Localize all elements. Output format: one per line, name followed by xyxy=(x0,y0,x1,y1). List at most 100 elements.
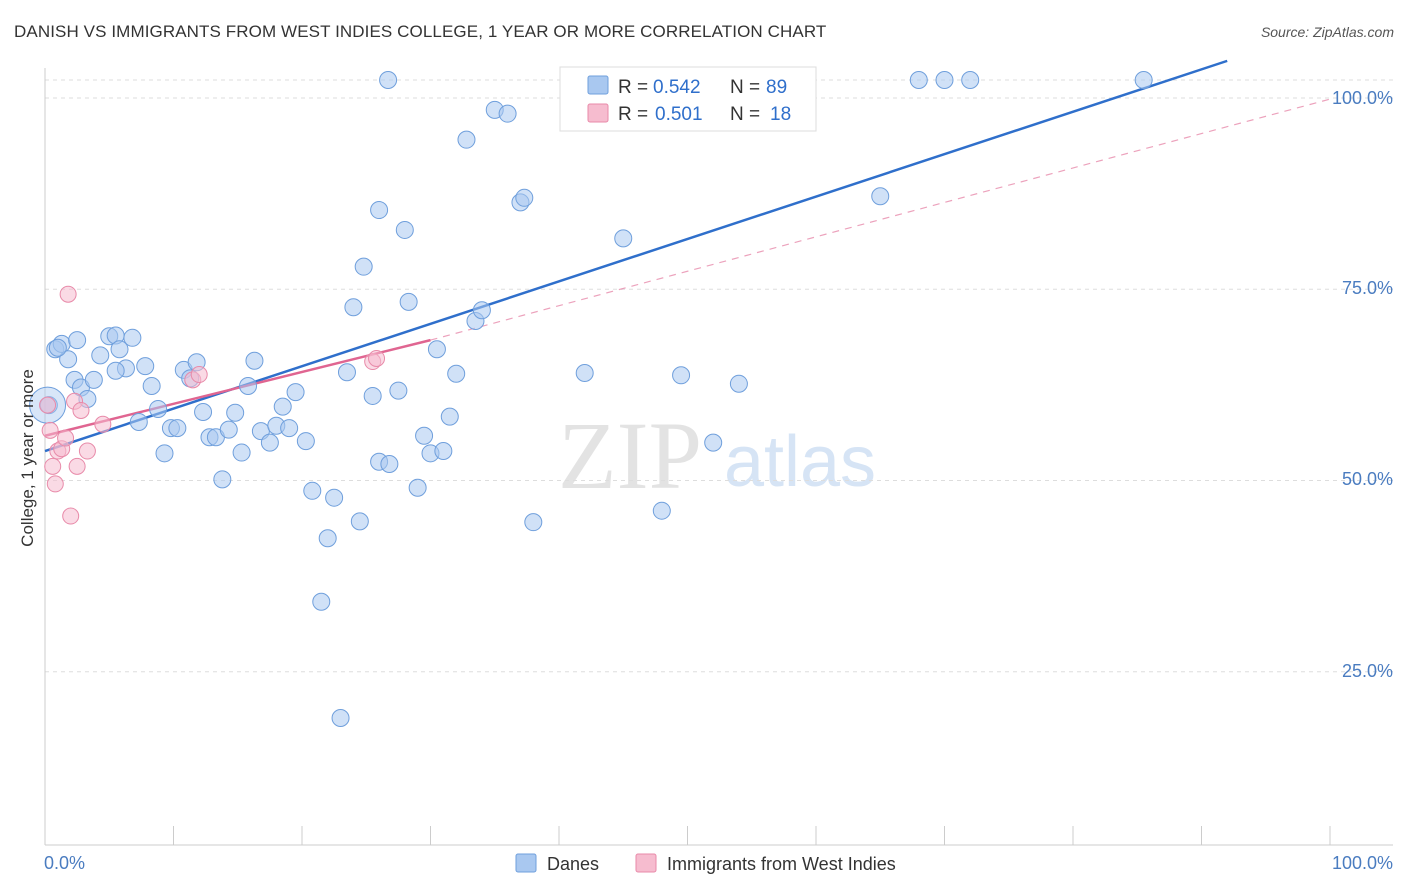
data-points xyxy=(29,71,1153,728)
point-danes-24 xyxy=(194,403,213,422)
point-danes-78 xyxy=(704,433,723,452)
point-danes-36 xyxy=(273,397,292,416)
point-danes-3 xyxy=(59,350,78,369)
point-danes-16 xyxy=(142,377,161,395)
point-danes-68 xyxy=(498,104,517,123)
point-west-indies-6 xyxy=(57,429,75,447)
point-danes-42 xyxy=(318,529,337,548)
point-danes-46 xyxy=(344,298,363,317)
axes xyxy=(44,68,1393,846)
legend-n-label-west-indies: N = xyxy=(730,104,760,125)
point-west-indies-8 xyxy=(62,507,80,525)
point-danes-77 xyxy=(672,366,691,385)
point-danes-47 xyxy=(350,512,369,531)
point-danes-86 xyxy=(48,338,67,357)
point-danes-52 xyxy=(380,455,399,474)
point-danes-63 xyxy=(447,364,466,383)
legend-n-value-west-indies: 18 xyxy=(770,104,791,125)
point-west-indies-13 xyxy=(94,415,112,433)
point-danes-39 xyxy=(296,432,315,451)
point-danes-76 xyxy=(652,501,671,520)
point-west-indies-17 xyxy=(368,349,386,367)
bottom-legend-label-west-indies: Immigrants from West Indies xyxy=(667,854,896,874)
legend-r-label-danes: R = xyxy=(618,77,648,98)
point-danes-70 xyxy=(515,188,534,207)
point-danes-48 xyxy=(354,257,373,276)
point-danes-53 xyxy=(379,71,398,89)
source-label: Source: ZipAtlas.com xyxy=(1260,24,1394,40)
point-danes-66 xyxy=(472,301,491,320)
point-danes-32 xyxy=(245,351,264,370)
legend-r-value-danes: 0.542 xyxy=(653,77,701,98)
y-tick-label-100: 100.0% xyxy=(1332,88,1393,108)
point-danes-8 xyxy=(91,346,110,365)
series-legend: Danes Immigrants from West Indies xyxy=(515,853,896,874)
point-danes-62 xyxy=(440,407,459,426)
point-west-indies-10 xyxy=(68,457,86,475)
watermark-zip: ZIP xyxy=(558,402,702,509)
point-west-indies-7 xyxy=(59,285,77,303)
point-danes-87 xyxy=(68,331,87,350)
point-danes-72 xyxy=(575,363,594,382)
point-west-indies-15 xyxy=(190,366,208,384)
legend-n-value-danes: 89 xyxy=(766,77,787,98)
point-west-indies-1 xyxy=(41,421,59,439)
point-danes-56 xyxy=(399,292,418,311)
point-danes-81 xyxy=(871,187,890,206)
point-danes-54 xyxy=(389,381,408,400)
point-danes-88 xyxy=(106,361,125,380)
point-danes-18 xyxy=(155,444,174,463)
point-danes-31 xyxy=(239,377,258,395)
point-west-indies-11 xyxy=(72,401,90,419)
point-danes-44 xyxy=(331,709,350,728)
point-danes-71 xyxy=(524,513,543,532)
point-danes-60 xyxy=(427,340,446,359)
x-tick-label-min: 0.0% xyxy=(44,853,85,873)
point-west-indies-0 xyxy=(39,396,57,414)
legend-swatch-danes xyxy=(587,75,609,95)
point-danes-55 xyxy=(395,220,414,239)
point-danes-79 xyxy=(729,374,748,393)
point-danes-49 xyxy=(363,386,382,405)
y-axis-label: College, 1 year or more xyxy=(18,369,37,547)
point-danes-41 xyxy=(312,592,331,611)
point-danes-30 xyxy=(232,443,251,462)
point-danes-40 xyxy=(303,481,322,500)
chart-title: DANISH VS IMMIGRANTS FROM WEST INDIES CO… xyxy=(14,22,827,41)
bottom-legend-label-danes: Danes xyxy=(547,854,599,874)
point-danes-27 xyxy=(213,470,232,489)
point-danes-11 xyxy=(110,340,129,359)
x-tick-label-max: 100.0% xyxy=(1332,853,1393,873)
point-danes-85 xyxy=(1134,71,1153,89)
point-danes-43 xyxy=(325,488,344,507)
y-tick-label-50: 50.0% xyxy=(1342,469,1393,489)
legend-n-label-danes: N = xyxy=(730,77,760,98)
point-danes-28 xyxy=(219,420,238,439)
point-west-indies-12 xyxy=(78,442,96,460)
point-danes-20 xyxy=(168,419,187,438)
point-danes-83 xyxy=(935,71,954,89)
point-danes-58 xyxy=(415,426,434,445)
legend-r-value-west-indies: 0.501 xyxy=(655,104,703,125)
point-danes-51 xyxy=(370,201,389,220)
point-danes-84 xyxy=(961,71,980,89)
point-danes-13 xyxy=(123,328,142,347)
point-danes-29 xyxy=(226,403,245,422)
point-danes-38 xyxy=(286,383,305,402)
watermark-atlas: atlas xyxy=(724,422,876,502)
y-tick-label-25: 25.0% xyxy=(1342,661,1393,681)
bottom-legend-swatch-west-indies xyxy=(635,853,657,873)
point-west-indies-3 xyxy=(46,475,64,493)
point-danes-17 xyxy=(149,399,168,418)
y-tick-label-75: 75.0% xyxy=(1342,278,1393,298)
point-danes-45 xyxy=(337,363,356,382)
point-danes-57 xyxy=(408,478,427,497)
point-danes-7 xyxy=(84,370,103,389)
legend-swatch-west-indies xyxy=(587,103,609,123)
trend-line-west-indies-extension xyxy=(430,98,1331,341)
point-danes-61 xyxy=(434,442,453,461)
point-danes-74 xyxy=(614,229,633,248)
point-danes-37 xyxy=(280,419,299,438)
point-danes-82 xyxy=(909,71,928,89)
